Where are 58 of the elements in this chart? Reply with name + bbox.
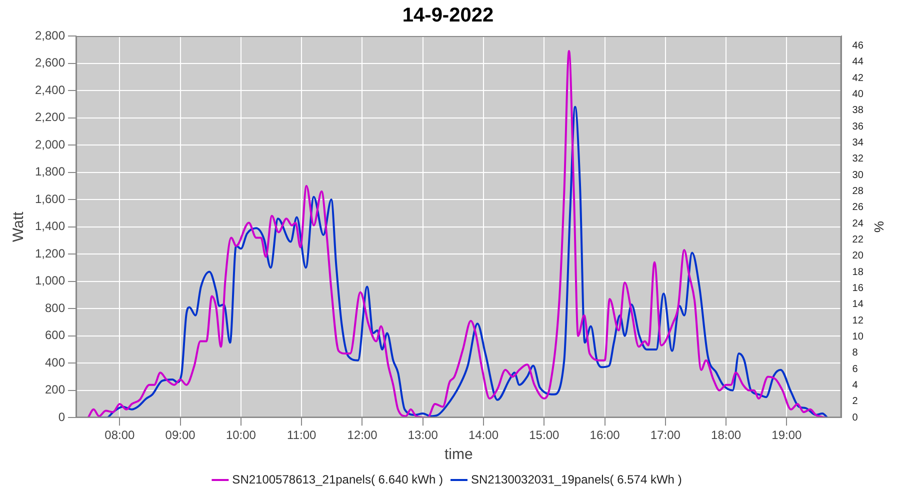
y2-tick-label: 30 [852, 170, 864, 181]
y2-tick-label: 38 [852, 105, 864, 116]
legend-label: SN2130032031_19panels( 6.574 kWh ) [471, 472, 682, 486]
y-tick-label: 800 [45, 300, 66, 315]
y2-tick-label: 40 [852, 88, 864, 100]
x-axis-title: time [444, 446, 473, 464]
y-tick-label: 400 [45, 355, 66, 370]
y-tick-label: 2,600 [35, 56, 66, 70]
y2-axis-title: % [872, 221, 887, 234]
y-tick-label: 0 [58, 410, 66, 424]
y2-tick-label: 42 [852, 72, 864, 84]
y2-tick-label: 18 [852, 266, 864, 278]
y-tick-label: 2,000 [35, 137, 66, 152]
y2-tick-label: 12 [852, 315, 864, 326]
x-tick-label: 15:00 [529, 428, 560, 442]
y2-tick-label: 0 [852, 412, 858, 424]
y2-tick-label: 14 [852, 299, 864, 310]
x-tick-label: 09:00 [165, 428, 196, 442]
y2-tick-label: 34 [852, 137, 864, 148]
y-tick-label: 2,400 [35, 82, 66, 97]
y-tick-label: 600 [45, 328, 66, 342]
y2-tick-label: 2 [852, 396, 858, 408]
x-tick-label: 18:00 [711, 428, 742, 442]
y2-tick-label: 24 [852, 218, 864, 230]
y2-tick-label: 44 [852, 56, 864, 68]
y2-tick-label: 46 [852, 40, 864, 52]
y-tick-label: 1,600 [35, 192, 66, 206]
x-tick-label: 11:00 [287, 428, 316, 442]
x-tick-label: 14:00 [468, 428, 499, 442]
y2-tick-label: 28 [852, 186, 864, 197]
y2-tick-label: 4 [852, 380, 858, 392]
x-tick-label: 17:00 [650, 428, 681, 442]
y-tick-label: 1,400 [35, 219, 66, 234]
x-tick-label: 19:00 [772, 428, 802, 442]
y2-tick-label: 8 [852, 348, 858, 359]
y-tick-label: 1,800 [35, 164, 66, 179]
y2-tick-label: 20 [852, 250, 864, 262]
y2-tick-label: 32 [852, 154, 864, 165]
y2-tick-label: 26 [852, 202, 864, 214]
y2-tick-label: 6 [852, 364, 858, 375]
legend-label: SN2100578613_21panels( 6.640 kWh ) [232, 472, 444, 486]
y-tick-label: 2,800 [35, 28, 66, 42]
y-axis-title: Watt [10, 210, 28, 242]
y2-tick-label: 36 [852, 121, 864, 132]
y-tick-label: 1,000 [35, 274, 66, 288]
x-tick-label: 08:00 [104, 428, 136, 442]
x-tick-label: 12:00 [347, 428, 378, 442]
line-series [87, 50, 827, 418]
x-tick-label: 13:00 [408, 428, 438, 442]
y2-tick-label: 22 [852, 234, 864, 246]
x-tick-label: 10:00 [226, 428, 256, 442]
y2-tick-label: 16 [852, 282, 864, 294]
y-tick-label: 200 [45, 382, 66, 397]
y-tick-label: 1,200 [35, 246, 66, 260]
x-tick-label: 16:00 [590, 428, 620, 442]
y2-tick-label: 10 [852, 332, 864, 343]
y-tick-label: 2,200 [35, 110, 66, 124]
chart-title: 14-9-2022 [402, 4, 494, 27]
